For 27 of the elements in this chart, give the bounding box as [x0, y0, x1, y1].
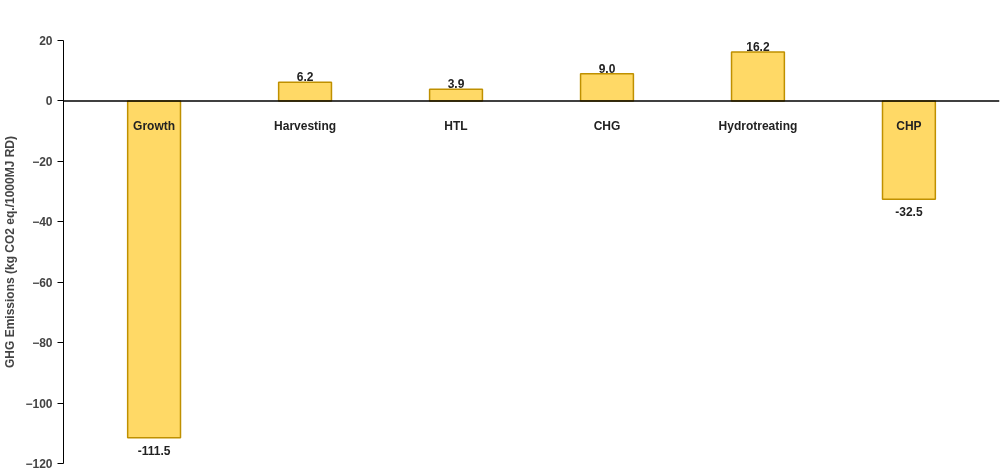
- data-label: -111.5: [137, 443, 171, 458]
- x-tick-label: Hydrotreating: [718, 118, 798, 133]
- bar: [730, 51, 786, 102]
- y-tick-label: −100: [25, 396, 53, 411]
- bar: [579, 72, 635, 102]
- data-label: 6.2: [296, 70, 314, 85]
- x-tick-label: CHP: [896, 118, 922, 133]
- y-tick-label: −80: [32, 336, 53, 351]
- y-tick-label: −20: [32, 154, 53, 169]
- x-tick-label: HTL: [444, 118, 468, 133]
- x-tick-label: CHG: [593, 118, 621, 133]
- y-tick-label: −60: [32, 275, 53, 290]
- y-tick-label: 0: [45, 94, 53, 109]
- bar: [881, 100, 937, 200]
- y-tick-label: −40: [32, 215, 53, 230]
- y-axis-title: GHG Emissions (kg CO2 eq./1000MJ RD): [3, 135, 18, 369]
- x-tick-label: Harvesting: [274, 118, 337, 133]
- bar: [126, 100, 182, 439]
- bar: [428, 88, 484, 102]
- data-label: -32.5: [895, 205, 923, 220]
- y-tick-label: 20: [39, 34, 53, 48]
- data-label: 16.2: [746, 39, 770, 54]
- data-label: 9.0: [598, 61, 616, 76]
- x-tick-label: Growth: [133, 118, 176, 133]
- bar: [277, 81, 333, 102]
- y-tick-label: −120: [25, 457, 53, 471]
- data-label: 3.9: [447, 77, 465, 92]
